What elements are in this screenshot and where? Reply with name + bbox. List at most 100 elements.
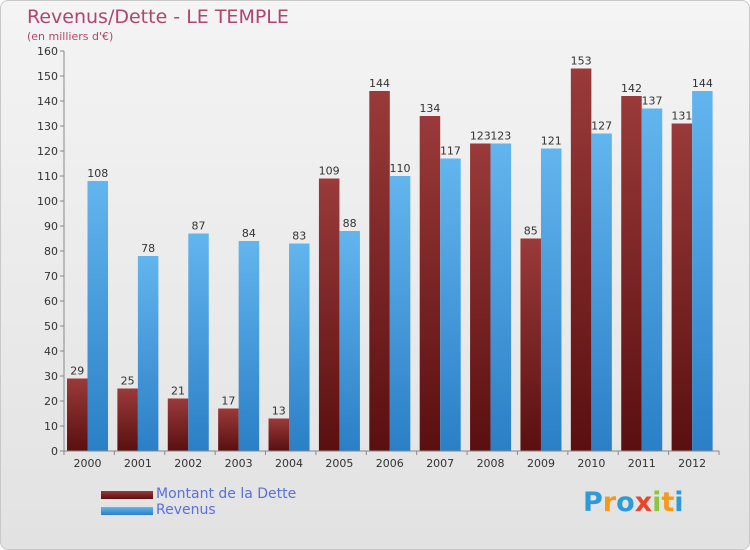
legend-label-dette: Montant de la Dette [156, 486, 297, 502]
legend-swatch-revenus [101, 507, 153, 515]
y-tick-label: 0 [51, 445, 58, 458]
x-tick-label: 2011 [628, 457, 656, 470]
dette-bar [369, 91, 390, 451]
logo-letter: P [583, 487, 603, 518]
y-tick-label: 140 [37, 95, 58, 108]
dette-value-label: 109 [319, 165, 340, 178]
dette-value-label: 142 [621, 82, 642, 95]
bar-chart: 0 10 20 30 40 50 60 70 80 90 100 110 120 130 140 150 160… [37, 45, 720, 470]
dette-bar [117, 388, 138, 451]
dette-bar [67, 378, 88, 451]
dette-bar [520, 238, 541, 451]
y-tick-label: 80 [44, 245, 58, 258]
revenus-bar [238, 241, 260, 451]
revenus-bar [692, 91, 713, 451]
x-tick-label: 2005 [325, 457, 353, 470]
x-tick-label: 2012 [678, 457, 706, 470]
dette-value-label: 13 [272, 405, 286, 418]
legend-swatch-dette [101, 491, 153, 499]
y-tick-label: 70 [44, 270, 58, 283]
revenus-bar [490, 143, 512, 451]
dette-bar [470, 143, 491, 451]
dette-bar [570, 68, 592, 451]
dette-bar [268, 418, 290, 451]
revenus-bar [641, 108, 663, 451]
y-tick-label: 90 [44, 220, 58, 233]
logo-letter: t [661, 487, 675, 518]
y-tick-label: 120 [37, 145, 58, 158]
y-tick-label: 60 [44, 295, 58, 308]
x-tick-label: 2007 [426, 457, 454, 470]
revenus-bar [137, 256, 159, 451]
x-axis: 2000 2001 2002 2003 2004 2005 2006 2007 2008 2009… [63, 450, 720, 470]
dette-bar [167, 398, 189, 451]
dette-value-label: 17 [221, 395, 235, 408]
revenus-value-label: 84 [242, 227, 256, 240]
revenus-value-label: 144 [692, 77, 713, 90]
dette-bar [621, 96, 642, 451]
revenus-value-label: 87 [192, 220, 206, 233]
revenus-value-label: 137 [641, 95, 662, 108]
revenus-value-label: 121 [541, 135, 562, 148]
revenus-value-label: 88 [343, 217, 357, 230]
y-tick-label: 20 [44, 395, 58, 408]
revenus-bar [591, 133, 612, 451]
revenus-bar [87, 181, 108, 451]
proxiti-logo: Proxiti [583, 487, 684, 518]
revenus-value-label: 123 [490, 130, 511, 143]
x-tick-label: 2003 [225, 457, 253, 470]
dette-value-label: 21 [171, 385, 185, 398]
logo-letter: r [602, 487, 617, 518]
x-tick-label: 2004 [275, 457, 303, 470]
y-tick-label: 100 [37, 195, 58, 208]
dette-value-label: 144 [369, 77, 390, 90]
y-tick-label: 160 [37, 45, 58, 58]
dette-value-label: 85 [524, 225, 538, 238]
revenus-bar [188, 233, 209, 451]
y-tick-label: 130 [37, 120, 58, 133]
legend-label-revenus: Revenus [156, 502, 216, 518]
revenus-bar [440, 158, 461, 451]
y-tick-label: 40 [44, 345, 58, 358]
revenus-value-label: 78 [141, 242, 155, 255]
revenus-bar [540, 148, 562, 451]
revenus-bar [339, 231, 360, 451]
y-tick-label: 30 [44, 370, 58, 383]
x-tick-label: 2001 [124, 457, 152, 470]
revenus-value-label: 127 [591, 120, 612, 133]
dette-bar [419, 116, 441, 451]
x-tick-label: 2008 [477, 457, 505, 470]
revenus-bar [289, 243, 310, 451]
revenus-value-label: 83 [292, 230, 306, 243]
x-tick-label: 2006 [376, 457, 404, 470]
chart-subtitle: (en milliers d'€) [27, 30, 114, 43]
revenus-value-label: 110 [390, 162, 411, 175]
logo-letter: x [634, 487, 653, 518]
logo-letter: o [616, 487, 635, 518]
dette-bar [671, 123, 693, 451]
dette-value-label: 131 [671, 110, 692, 123]
y-axis: 0 10 20 30 40 50 60 70 80 90 100 110 120 130 140 150 160 [37, 45, 65, 458]
x-tick-label: 2002 [174, 457, 202, 470]
y-tick-label: 50 [44, 320, 58, 333]
logo-letter: i [652, 487, 662, 518]
revenus-value-label: 108 [87, 167, 108, 180]
dette-value-label: 153 [571, 55, 592, 68]
dette-value-label: 123 [470, 130, 491, 143]
bars: 29 108 25 78 21 87 17 84 13 83 109 88 144 110 134 117 12… [67, 55, 713, 451]
dette-value-label: 29 [70, 365, 84, 378]
chart-title: Revenus/Dette - LE TEMPLE [27, 6, 289, 28]
x-tick-label: 2009 [527, 457, 555, 470]
y-tick-label: 10 [44, 420, 58, 433]
revenus-bar [389, 176, 411, 451]
dette-value-label: 134 [419, 102, 440, 115]
dette-bar [218, 408, 239, 451]
x-tick-label: 2010 [577, 457, 605, 470]
y-tick-label: 110 [37, 170, 58, 183]
dette-value-label: 25 [121, 375, 135, 388]
logo-letter: i [674, 487, 684, 518]
y-tick-label: 150 [37, 70, 58, 83]
x-tick-label: 2000 [74, 457, 102, 470]
revenus-value-label: 117 [440, 145, 461, 158]
